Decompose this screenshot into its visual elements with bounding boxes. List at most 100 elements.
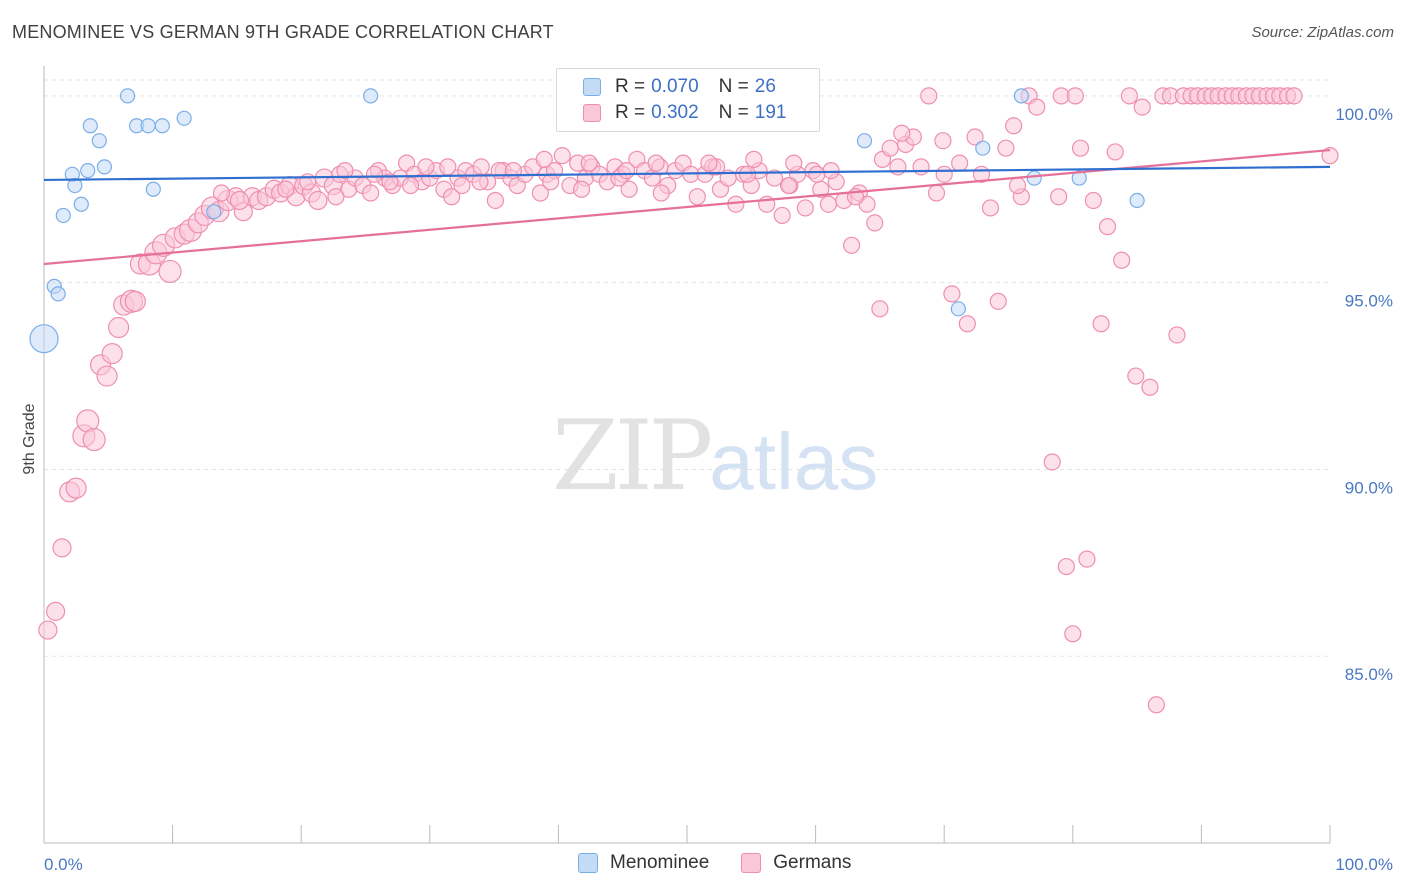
series-legend: Menominee Germans	[578, 852, 883, 874]
germans-point	[1050, 188, 1068, 206]
germans-point	[785, 154, 803, 172]
germans-point	[981, 199, 1000, 217]
menominee-trend-line	[43, 165, 1331, 182]
germans-point	[765, 169, 784, 187]
germans-point	[822, 161, 840, 180]
germans-point	[553, 147, 571, 165]
germans-point	[472, 158, 490, 176]
germans-point	[935, 165, 953, 183]
menominee-point	[55, 207, 71, 224]
germans-point	[1127, 367, 1145, 385]
y-tick-label: 95.0%	[1345, 292, 1393, 311]
germans-point	[819, 195, 838, 213]
germans-point	[738, 165, 757, 183]
germans-point	[997, 139, 1015, 157]
germans-point	[1133, 98, 1151, 116]
germans-point	[417, 158, 435, 176]
legend-n-value: 191	[754, 102, 787, 123]
germans-point	[45, 601, 66, 621]
germans-point	[927, 184, 946, 202]
germans-point	[881, 139, 899, 157]
legend-swatch-germans	[583, 104, 601, 122]
legend-r-value: 0.070	[651, 76, 699, 97]
germans-point	[1028, 98, 1046, 116]
legend-r-value: 0.302	[651, 102, 699, 123]
germans-point	[1066, 87, 1084, 105]
germans-point	[453, 176, 471, 195]
germans-point	[934, 132, 952, 150]
germans-point	[1321, 147, 1339, 165]
germans-point	[951, 154, 969, 172]
germans-point	[158, 259, 182, 284]
menominee-point	[145, 181, 161, 197]
menominee-point	[176, 110, 192, 126]
germans-point	[471, 173, 489, 191]
watermark-atlas: atlas	[709, 417, 879, 506]
germans-point	[277, 180, 295, 198]
legend-n-label: N =	[718, 102, 749, 123]
germans-point	[796, 199, 814, 217]
legend-row-menominee: R = 0.070 N = 26	[583, 75, 776, 99]
x-tick-label: 100.0%	[1335, 855, 1393, 874]
germans-point	[229, 190, 250, 211]
legend-n-value: 26	[754, 76, 776, 97]
legend-swatch-menominee	[583, 78, 601, 96]
menominee-point	[29, 324, 59, 354]
germans-point	[688, 188, 706, 206]
germans-point	[1092, 315, 1110, 333]
germans-point	[1005, 117, 1023, 135]
germans-point	[1084, 191, 1102, 210]
germans-point	[871, 300, 889, 318]
legend-n-label: N =	[718, 76, 749, 97]
germans-point	[745, 150, 763, 168]
germans-point	[212, 184, 231, 202]
y-tick-label: 100.0%	[1335, 105, 1393, 124]
germans-point	[1120, 87, 1138, 105]
germans-point	[365, 165, 384, 183]
germans-point	[920, 87, 938, 105]
germans-point	[779, 176, 798, 195]
legend-swatch-menominee	[578, 853, 598, 873]
germans-point	[1141, 378, 1159, 396]
germans-point	[107, 316, 130, 339]
legend-r-label: R =	[615, 76, 646, 97]
germans-point	[843, 236, 861, 254]
legend-label-menominee: Menominee	[610, 852, 710, 873]
germans-point	[989, 292, 1007, 310]
germans-point	[808, 165, 826, 183]
germans-point	[65, 477, 87, 499]
x-tick-label: 0.0%	[44, 855, 83, 874]
menominee-point	[1071, 170, 1087, 186]
germans-point	[1064, 625, 1082, 643]
menominee-point	[856, 133, 873, 149]
germans-point	[439, 158, 457, 176]
germans-point	[82, 427, 106, 452]
menominee-point	[80, 162, 96, 179]
germans-point	[401, 176, 420, 195]
source-label: Source: ZipAtlas.com	[1251, 24, 1394, 41]
y-axis-label: 9th Grade	[21, 403, 38, 475]
germans-point	[381, 173, 399, 191]
germans-point	[1168, 326, 1186, 344]
legend-swatch-germans	[741, 853, 762, 873]
germans-point	[773, 206, 791, 225]
menominee-point	[140, 118, 156, 134]
germans-point	[52, 538, 72, 558]
menominee-point	[1129, 192, 1145, 209]
legend-row-germans: R = 0.302 N = 191	[583, 101, 786, 125]
chart-title: MENOMINEE VS GERMAN 9TH GRADE CORRELATIO…	[12, 22, 554, 42]
germans-point	[1071, 139, 1090, 157]
menominee-point	[154, 118, 170, 134]
germans-point	[1098, 218, 1117, 236]
germans-point	[1008, 176, 1027, 195]
germans-point	[1043, 453, 1061, 471]
menominee-point	[50, 286, 66, 302]
germans-point	[620, 180, 638, 198]
germans-point	[1078, 550, 1096, 568]
stats-legend: R = 0.070 N = 26 R = 0.302 N = 191	[556, 68, 820, 132]
germans-point	[1106, 143, 1124, 161]
germans-point	[443, 188, 461, 206]
germans-point	[1113, 251, 1131, 269]
germans-point	[893, 124, 911, 142]
